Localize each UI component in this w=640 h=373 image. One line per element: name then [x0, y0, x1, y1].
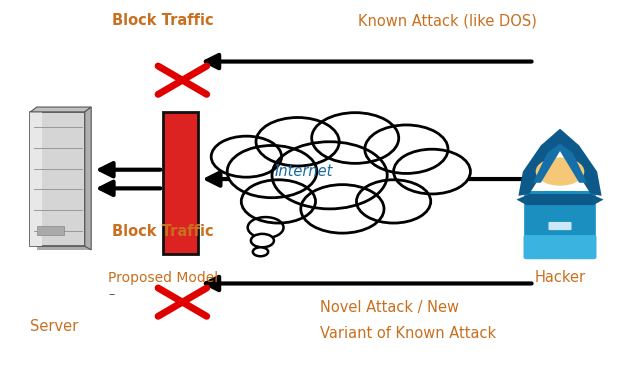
Circle shape	[312, 113, 399, 163]
Circle shape	[394, 149, 470, 194]
Text: Novel Attack / New: Novel Attack / New	[320, 300, 459, 315]
Circle shape	[211, 136, 282, 177]
FancyBboxPatch shape	[36, 226, 64, 235]
Text: Block Traffic: Block Traffic	[113, 13, 214, 28]
Circle shape	[272, 142, 387, 209]
Text: Server: Server	[30, 319, 79, 334]
Circle shape	[251, 234, 274, 247]
FancyBboxPatch shape	[524, 191, 596, 255]
FancyBboxPatch shape	[36, 116, 92, 250]
Text: Known Attack (like DOS): Known Attack (like DOS)	[358, 13, 537, 28]
Circle shape	[536, 157, 584, 186]
Text: –: –	[109, 288, 115, 301]
Circle shape	[241, 180, 316, 223]
Polygon shape	[518, 129, 602, 196]
FancyBboxPatch shape	[30, 112, 42, 246]
Polygon shape	[85, 107, 92, 250]
Polygon shape	[516, 194, 604, 205]
Circle shape	[253, 247, 268, 256]
Text: Hacker: Hacker	[534, 270, 586, 285]
Bar	[163, 112, 198, 254]
Circle shape	[256, 117, 339, 166]
Polygon shape	[30, 107, 92, 112]
Text: Proposed Model: Proposed Model	[108, 271, 218, 285]
FancyBboxPatch shape	[548, 222, 572, 230]
FancyBboxPatch shape	[30, 112, 85, 246]
Polygon shape	[533, 144, 587, 183]
Text: Variant of Known Attack: Variant of Known Attack	[320, 326, 496, 341]
Circle shape	[227, 145, 317, 198]
Text: Internet: Internet	[275, 164, 333, 179]
Circle shape	[248, 217, 284, 238]
Circle shape	[356, 180, 431, 223]
Circle shape	[301, 185, 384, 233]
FancyBboxPatch shape	[524, 235, 596, 259]
Text: Block Traffic: Block Traffic	[113, 224, 214, 239]
Circle shape	[365, 125, 448, 173]
